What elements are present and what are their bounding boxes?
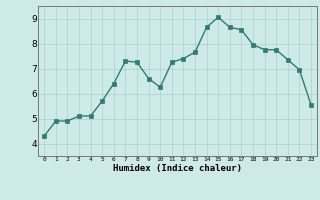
X-axis label: Humidex (Indice chaleur): Humidex (Indice chaleur) [113, 164, 242, 173]
